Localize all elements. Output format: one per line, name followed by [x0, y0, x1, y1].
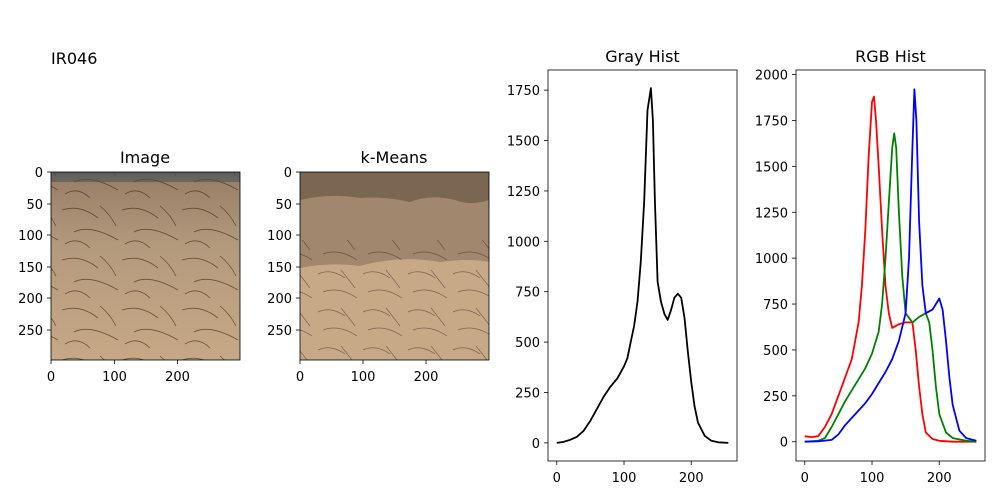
image-xtick-label-200: 200	[165, 370, 190, 385]
kmeans-ytick-label-200: 200	[267, 292, 292, 307]
rgb-hist-ytick-label-1750: 1750	[755, 114, 788, 129]
image-panel-frame	[50, 171, 241, 361]
gray-hist-ytick-label-1250: 1250	[507, 185, 540, 200]
kmeans-panel-frame	[299, 171, 490, 361]
kmeans-ytick-label-100: 100	[267, 229, 292, 244]
kmeans-panel-title: k-Means	[361, 148, 428, 167]
gray-hist-title: Gray Hist	[605, 47, 679, 66]
gray-hist-ytick-label-250: 250	[515, 386, 540, 401]
rgb-hist-xtick-label-100: 100	[860, 471, 885, 486]
image-ytick-label-150: 150	[18, 261, 43, 276]
rgb-hist-ytick-label-2000: 2000	[755, 69, 788, 84]
kmeans-panel-axes: 0 100 200 0 50 100 150 200 250	[267, 166, 438, 385]
rgb-hist-frame	[795, 69, 986, 462]
gray-hist-ytick-label-750: 750	[515, 286, 540, 301]
gray-hist-ytick-label-1000: 1000	[507, 235, 540, 250]
kmeans-ytick-label-0: 0	[284, 166, 292, 181]
rgb-hist-series-2-line	[804, 88, 977, 443]
rgb-hist-ytick-label-1250: 1250	[755, 206, 788, 221]
gray-hist-ytick-label-1750: 1750	[507, 84, 540, 99]
image-texture	[51, 172, 240, 360]
rgb-hist-ytick-label-250: 250	[763, 390, 788, 405]
image-panel-title: Image	[120, 148, 170, 167]
kmeans-texture	[300, 240, 489, 360]
rgb-hist-series-0-line	[804, 95, 977, 443]
kmeans-ytick-label-250: 250	[267, 324, 292, 339]
rgb-hist-ytick-label-500: 500	[763, 344, 788, 359]
kmeans-ytick-label-150: 150	[267, 261, 292, 276]
rgb-hist-series-1-line	[804, 132, 977, 443]
rgb-hist-xtick-label-0: 0	[801, 471, 809, 486]
image-xtick-label-0: 0	[47, 370, 55, 385]
figure-label: IR046	[51, 49, 97, 68]
rgb-hist-xtick-label-200: 200	[927, 471, 952, 486]
gray-hist-frame	[547, 69, 738, 462]
gray-hist-ytick-label-500: 500	[515, 336, 540, 351]
rgb-hist-ytick-label-1500: 1500	[755, 160, 788, 175]
gray-hist-chart: Gray Hist 0 100 200 0 250 500 750 1000 1250 1500 17…	[507, 47, 738, 486]
kmeans-dark-region	[300, 172, 489, 203]
rgb-hist-title: RGB Hist	[855, 47, 926, 66]
image-ytick-label-0: 0	[35, 166, 43, 181]
kmeans-xtick-label-0: 0	[296, 370, 304, 385]
gray-hist-series-0-line	[556, 87, 729, 444]
gray-hist-xtick-label-200: 200	[679, 471, 704, 486]
kmeans-panel: k-Means 0 100 200 0 50 100 150 200 250	[267, 148, 490, 385]
gray-hist-ytick-label-1500: 1500	[507, 135, 540, 150]
kmeans-xtick-label-100: 100	[351, 370, 376, 385]
image-ytick-label-100: 100	[18, 229, 43, 244]
image-panel: Image 0 100 200 0 50 100 150 200 250	[18, 148, 241, 385]
rgb-hist-ytick-label-750: 750	[763, 298, 788, 313]
rgb-hist-ytick-label-0: 0	[780, 436, 788, 451]
rgb-hist-ytick-label-1000: 1000	[755, 252, 788, 267]
image-xtick-label-100: 100	[102, 370, 127, 385]
kmeans-xtick-label-200: 200	[414, 370, 439, 385]
image-ytick-label-200: 200	[18, 292, 43, 307]
image-ytick-label-250: 250	[18, 324, 43, 339]
image-ytick-label-50: 50	[26, 198, 43, 213]
image-top-band	[51, 172, 240, 182]
gray-hist-ytick-label-0: 0	[532, 437, 540, 452]
image-panel-axes: 0 100 200 0 50 100 150 200 250	[18, 166, 190, 385]
gray-hist-xtick-label-0: 0	[553, 471, 561, 486]
kmeans-ytick-label-50: 50	[275, 198, 292, 213]
gray-hist-xtick-label-100: 100	[612, 471, 637, 486]
